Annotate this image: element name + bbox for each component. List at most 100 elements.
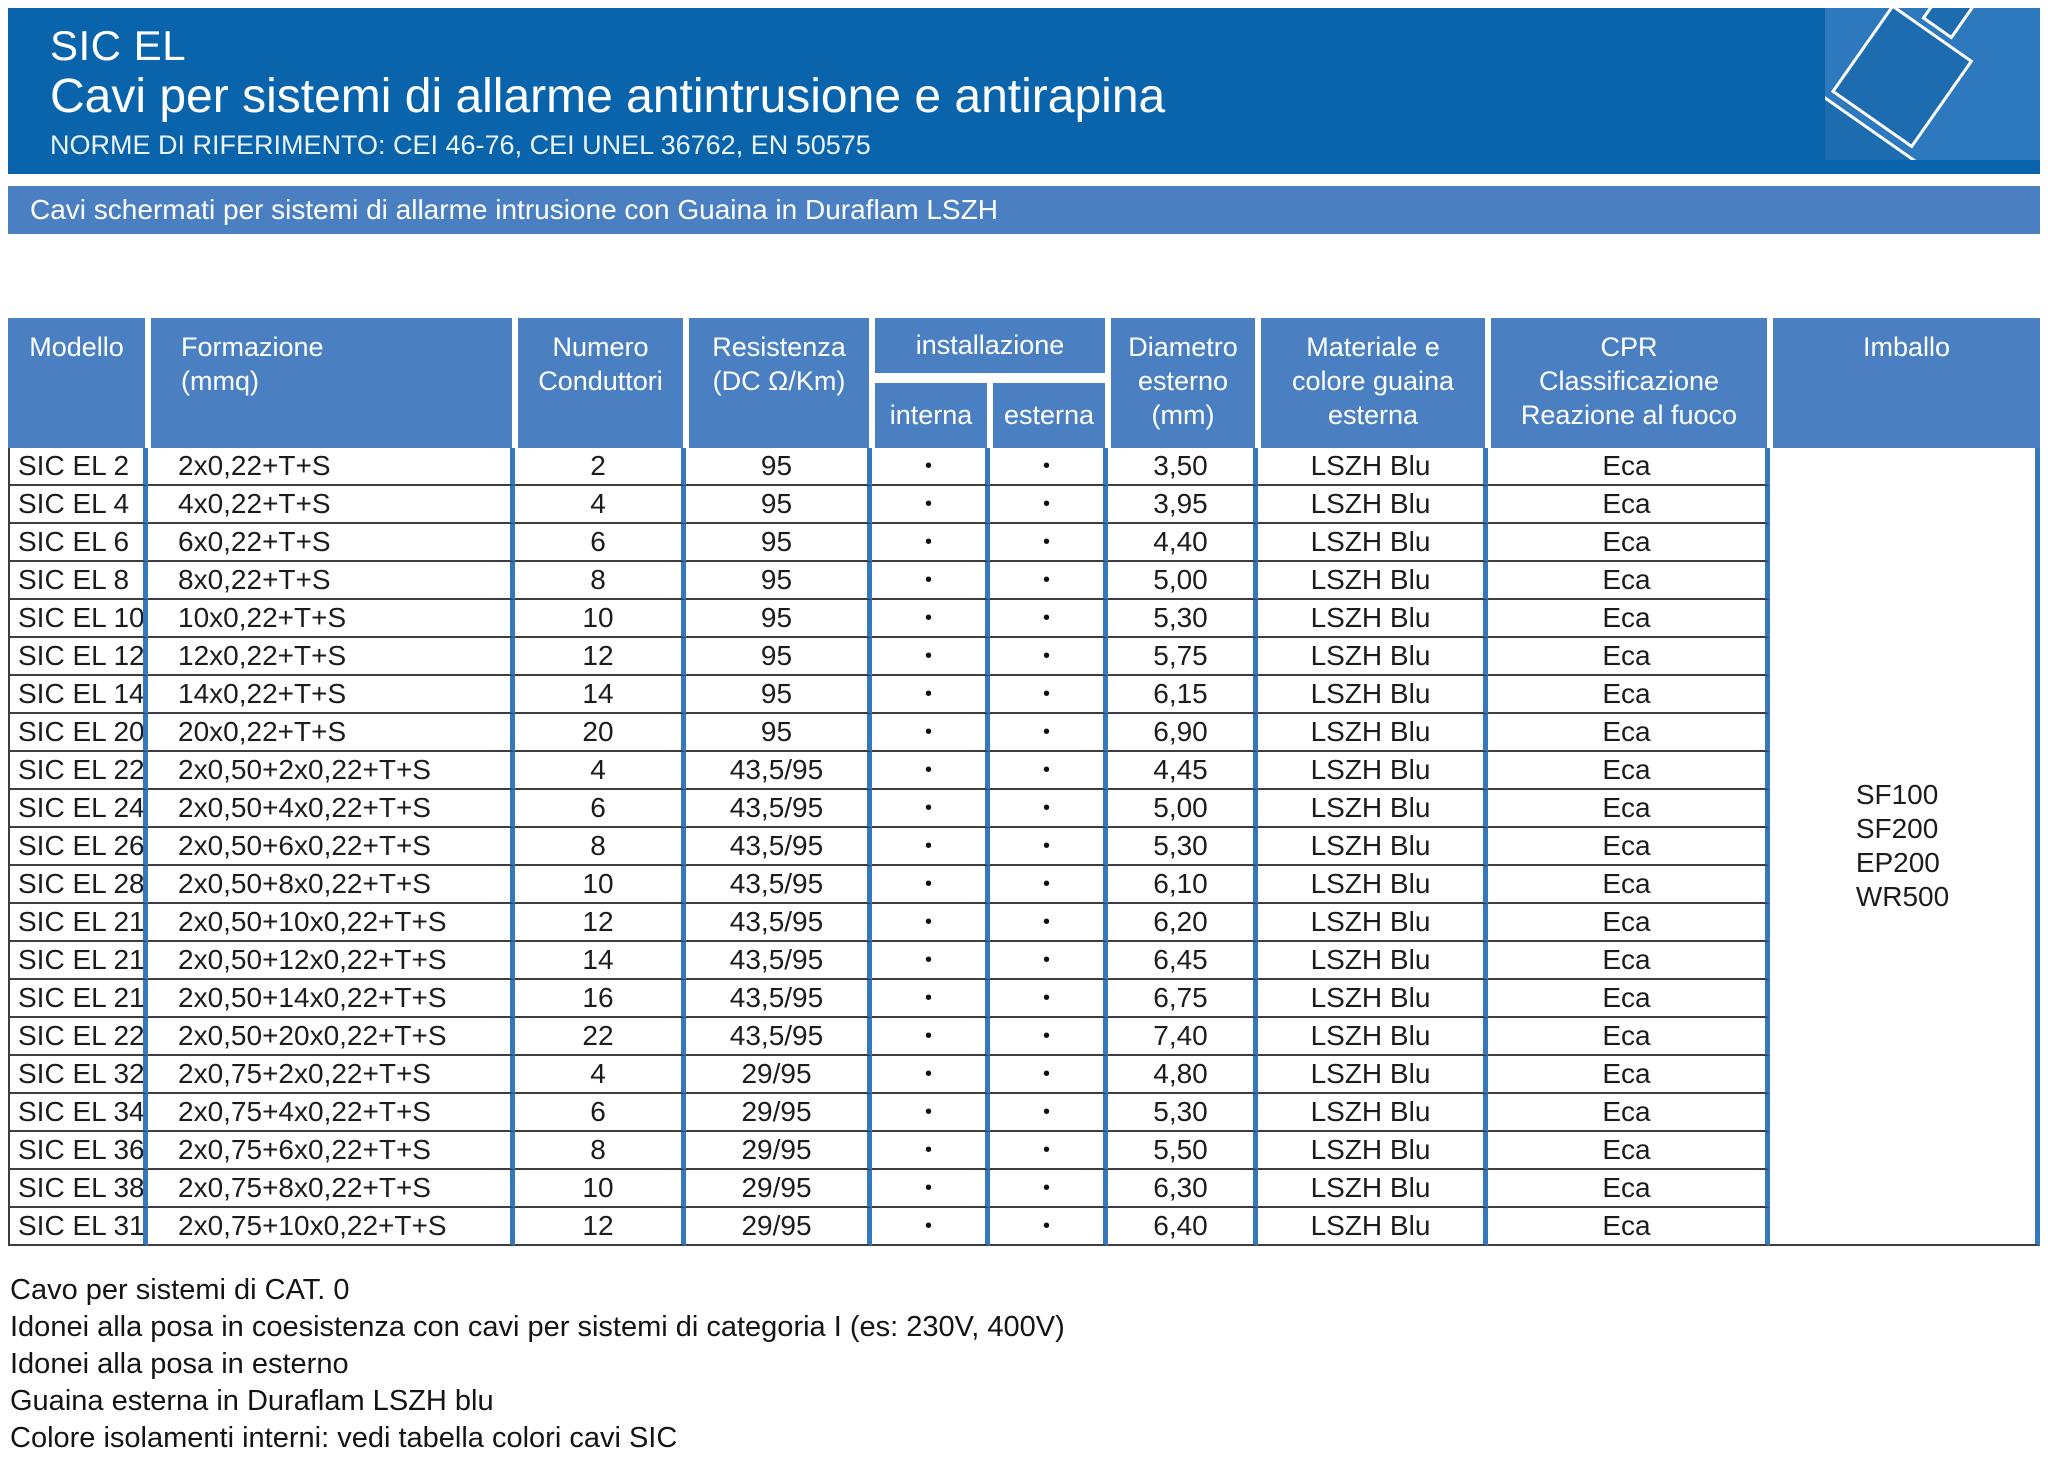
- note-line: Idonei alla posa in esterno: [10, 1348, 349, 1380]
- cell-conduttori: 2: [515, 448, 686, 486]
- cell-conduttori: 4: [515, 752, 686, 790]
- cell-cpr: Eca: [1488, 866, 1770, 904]
- cell-model: SIC EL 212: [8, 942, 148, 980]
- header-text-block: SIC EL Cavi per sistemi di allarme antin…: [50, 22, 1165, 161]
- section-banner: Cavi schermati per sistemi di allarme in…: [8, 186, 2040, 234]
- cell-diametro: 6,40: [1108, 1208, 1258, 1246]
- cell-model: SIC EL 26: [8, 828, 148, 866]
- cell-guaina: LSZH Blu: [1258, 1056, 1488, 1094]
- cell-esterna: •: [990, 866, 1108, 904]
- col-header-installazione: installazione: [875, 318, 1105, 373]
- cell-guaina: LSZH Blu: [1258, 904, 1488, 942]
- cell-diametro: 5,30: [1108, 828, 1258, 866]
- imballo-values: SF100 SF200 EP200 WR500: [1855, 779, 1950, 912]
- cell-guaina: LSZH Blu: [1258, 1094, 1488, 1132]
- cell-diametro: 6,20: [1108, 904, 1258, 942]
- cell-conduttori: 12: [515, 904, 686, 942]
- note-line: Colore isolamenti interni: vedi tabella …: [10, 1422, 678, 1454]
- col-header-materiale-guaina: Materiale e colore guaina esterna: [1261, 318, 1485, 448]
- header-banner: SIC EL Cavi per sistemi di allarme antin…: [8, 8, 2040, 174]
- cell-model: SIC EL 220: [8, 1018, 148, 1056]
- cell-resistenza: 43,5/95: [686, 866, 872, 904]
- table-header: Modello Formazione (mmq) Numero Condutto…: [8, 318, 2040, 448]
- cell-formazione: 2x0,50+8x0,22+T+S: [148, 866, 515, 904]
- cell-interna: •: [872, 828, 990, 866]
- cell-guaina: LSZH Blu: [1258, 1132, 1488, 1170]
- cell-interna: •: [872, 1170, 990, 1208]
- cell-model: SIC EL 38: [8, 1170, 148, 1208]
- cell-esterna: •: [990, 1208, 1108, 1246]
- cell-guaina: LSZH Blu: [1258, 1170, 1488, 1208]
- cell-resistenza: 95: [686, 448, 872, 486]
- cell-guaina: LSZH Blu: [1258, 980, 1488, 1018]
- col-header-resistenza: Resistenza (DC Ω/Km): [689, 318, 869, 448]
- cell-diametro: 3,50: [1108, 448, 1258, 486]
- cell-resistenza: 95: [686, 562, 872, 600]
- cell-diametro: 4,40: [1108, 524, 1258, 562]
- cell-conduttori: 8: [515, 562, 686, 600]
- cell-guaina: LSZH Blu: [1258, 828, 1488, 866]
- cell-cpr: Eca: [1488, 714, 1770, 752]
- cell-cpr: Eca: [1488, 904, 1770, 942]
- cell-guaina: LSZH Blu: [1258, 486, 1488, 524]
- cell-model: SIC EL 14: [8, 676, 148, 714]
- cell-model: SIC EL 36: [8, 1132, 148, 1170]
- cell-resistenza: 43,5/95: [686, 828, 872, 866]
- cell-esterna: •: [990, 904, 1108, 942]
- cell-interna: •: [872, 562, 990, 600]
- cell-formazione: 2x0,50+2x0,22+T+S: [148, 752, 515, 790]
- cell-resistenza: 95: [686, 600, 872, 638]
- col-header-esterna: esterna: [993, 383, 1105, 448]
- cell-conduttori: 6: [515, 1094, 686, 1132]
- cell-formazione: 14x0,22+T+S: [148, 676, 515, 714]
- cell-model: SIC EL 28: [8, 866, 148, 904]
- section-banner-label: Cavi schermati per sistemi di allarme in…: [30, 194, 998, 225]
- cell-diametro: 6,45: [1108, 942, 1258, 980]
- cell-esterna: •: [990, 942, 1108, 980]
- col-header-interna: interna: [875, 383, 987, 448]
- cell-diametro: 3,95: [1108, 486, 1258, 524]
- cell-resistenza: 43,5/95: [686, 752, 872, 790]
- cell-esterna: •: [990, 980, 1108, 1018]
- cell-cpr: Eca: [1488, 828, 1770, 866]
- cell-resistenza: 95: [686, 714, 872, 752]
- cell-formazione: 2x0,50+20x0,22+T+S: [148, 1018, 515, 1056]
- cell-diametro: 6,30: [1108, 1170, 1258, 1208]
- cell-diametro: 5,30: [1108, 1094, 1258, 1132]
- cell-interna: •: [872, 942, 990, 980]
- cell-conduttori: 14: [515, 676, 686, 714]
- cell-resistenza: 95: [686, 486, 872, 524]
- cell-resistenza: 29/95: [686, 1132, 872, 1170]
- cell-esterna: •: [990, 600, 1108, 638]
- note-line: Idonei alla posa in coesistenza con cavi…: [10, 1311, 1065, 1343]
- cell-conduttori: 10: [515, 1170, 686, 1208]
- cell-interna: •: [872, 1208, 990, 1246]
- cell-conduttori: 22: [515, 1018, 686, 1056]
- cell-interna: •: [872, 980, 990, 1018]
- cell-cpr: Eca: [1488, 600, 1770, 638]
- cell-cpr: Eca: [1488, 752, 1770, 790]
- cell-conduttori: 6: [515, 790, 686, 828]
- cell-guaina: LSZH Blu: [1258, 676, 1488, 714]
- cell-model: SIC EL 214: [8, 980, 148, 1018]
- cell-formazione: 12x0,22+T+S: [148, 638, 515, 676]
- cell-esterna: •: [990, 1056, 1108, 1094]
- cell-resistenza: 29/95: [686, 1056, 872, 1094]
- cell-conduttori: 20: [515, 714, 686, 752]
- cell-esterna: •: [990, 1094, 1108, 1132]
- cell-cpr: Eca: [1488, 1170, 1770, 1208]
- cell-formazione: 2x0,75+4x0,22+T+S: [148, 1094, 515, 1132]
- cell-interna: •: [872, 676, 990, 714]
- note-line: Guaina esterna in Duraflam LSZH blu: [10, 1385, 494, 1417]
- cell-cpr: Eca: [1488, 524, 1770, 562]
- cell-cpr: Eca: [1488, 638, 1770, 676]
- cell-resistenza: 43,5/95: [686, 904, 872, 942]
- cell-interna: •: [872, 790, 990, 828]
- cell-model: SIC EL 10: [8, 600, 148, 638]
- cell-formazione: 2x0,50+6x0,22+T+S: [148, 828, 515, 866]
- cell-conduttori: 4: [515, 486, 686, 524]
- cell-interna: •: [872, 866, 990, 904]
- cell-diametro: 7,40: [1108, 1018, 1258, 1056]
- cell-conduttori: 14: [515, 942, 686, 980]
- cell-model: SIC EL 24: [8, 790, 148, 828]
